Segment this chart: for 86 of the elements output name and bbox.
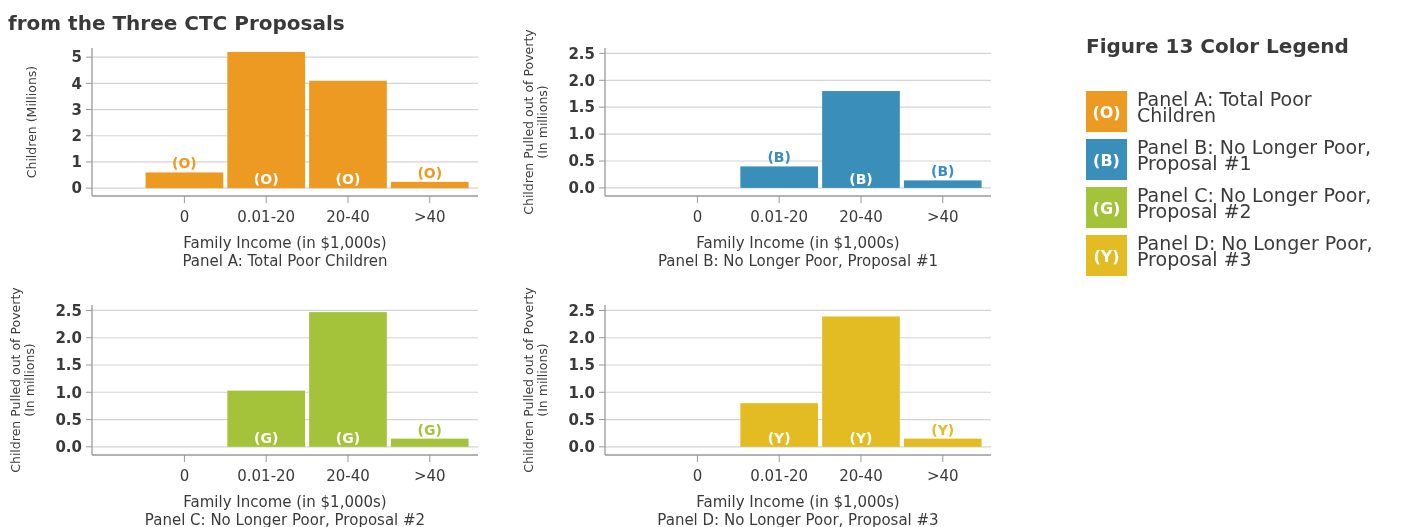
- x-axis-title: Family Income (in $1,000s): [183, 493, 387, 511]
- data-label: (O): [335, 171, 361, 188]
- x-tick-label: 0: [692, 208, 703, 226]
- y-axis-title: Children (Millions): [24, 65, 39, 179]
- x-tick-label: 20-40: [326, 467, 370, 485]
- bar: [903, 438, 982, 447]
- data-label: (G): [335, 429, 361, 446]
- bar: [390, 181, 469, 189]
- x-tick-label: 0.01-20: [237, 467, 296, 485]
- y-tick-label: 3: [71, 100, 82, 119]
- text: Panel A: Total Poor Children: [182, 252, 388, 270]
- x-tick-label: 0.01-20: [237, 208, 296, 226]
- text: Panel B: No Longer Poor, Proposal #1: [657, 252, 939, 270]
- x-axis-title: Family Income (in $1,000s): [696, 493, 900, 511]
- y-tick-label: 2.5: [55, 301, 82, 320]
- y-tick-label: 2.0: [55, 328, 82, 347]
- y-tick-label: 2.0: [568, 328, 595, 347]
- bar: [822, 91, 900, 188]
- text: (B): [1093, 150, 1120, 170]
- x-tick-label: 0: [179, 208, 190, 226]
- bar: [227, 390, 306, 447]
- chart-title: from the Three CTC Proposals: [8, 11, 345, 35]
- x-tick-label: >40: [926, 467, 959, 485]
- y-tick-label: 0.5: [568, 410, 595, 429]
- data-label: (B): [767, 149, 791, 166]
- data-label: (O): [172, 155, 197, 172]
- data-label: (Y): [849, 429, 873, 446]
- x-tick-label: 0.01-20: [750, 208, 809, 226]
- data-label: (Y): [767, 429, 791, 446]
- x-tick-label: 0: [692, 467, 703, 485]
- x-tick-label: >40: [413, 208, 446, 226]
- category-label: Panel D: No Longer Poor, Proposal #3: [1137, 232, 1373, 270]
- y-tick-label: 5: [71, 48, 82, 67]
- bar: [309, 312, 387, 447]
- bar: [145, 172, 224, 189]
- bar: [740, 166, 819, 188]
- y-tick-label: 1.5: [568, 356, 595, 375]
- y-tick-label: 4: [71, 74, 82, 93]
- y-tick-label: 1.5: [55, 356, 82, 375]
- bar: [309, 80, 387, 189]
- x-axis-title: Family Income (in $1,000s): [696, 234, 900, 252]
- bar: [822, 316, 900, 447]
- x-tick-label: 0: [179, 467, 190, 485]
- y-tick-label: 2: [71, 127, 82, 145]
- y-axis-title: Children Pulled out of Poverty (In millions): [521, 286, 550, 473]
- y-tick-label: 1: [71, 153, 82, 172]
- y-tick-label: 1.5: [568, 98, 595, 117]
- y-tick-label: 2.5: [568, 44, 595, 63]
- x-tick-label: >40: [926, 208, 959, 226]
- y-tick-label: 1.0: [568, 125, 595, 144]
- bar: [390, 438, 469, 447]
- data-label: (Y): [931, 421, 955, 438]
- category-label: Panel A: Total Poor Children: [1137, 88, 1312, 126]
- data-label: (O): [253, 171, 279, 188]
- y-tick-label: 0.5: [568, 152, 595, 171]
- y-tick-label: 1.0: [568, 383, 595, 402]
- bar: [227, 51, 306, 189]
- y-axis-title: Children Pulled out of Poverty (In millions): [521, 28, 550, 215]
- category-label: Panel B: No Longer Poor, Proposal #1: [1137, 136, 1372, 174]
- data-label: (B): [931, 163, 955, 180]
- category-label: Panel C: No Longer Poor, Proposal #2: [1137, 184, 1372, 222]
- y-tick-label: 2.5: [568, 301, 595, 320]
- x-tick-label: 20-40: [326, 208, 370, 226]
- data-label: (B): [849, 170, 873, 187]
- x-tick-label: >40: [413, 467, 446, 485]
- y-tick-label: 0.0: [568, 179, 595, 198]
- y-tick-label: 2.0: [568, 71, 595, 90]
- bar: [903, 180, 982, 188]
- y-tick-label: 0: [71, 179, 82, 198]
- y-axis-title: Children Pulled out of Poverty (In millions): [8, 286, 37, 473]
- y-tick-label: 0.0: [568, 438, 595, 457]
- text: Figure 13 Color Legend: [1086, 34, 1349, 58]
- x-tick-label: 20-40: [839, 467, 883, 485]
- bar: [740, 403, 819, 447]
- data-label: (O): [417, 164, 443, 181]
- data-label: (G): [254, 429, 279, 446]
- text: (G): [1092, 198, 1121, 218]
- data-label: (G): [417, 421, 442, 438]
- y-tick-label: 0.5: [55, 410, 82, 429]
- text: (O): [1092, 102, 1121, 122]
- y-tick-label: 0.0: [55, 438, 82, 457]
- x-axis-title: Family Income (in $1,000s): [183, 234, 387, 252]
- y-tick-label: 1.0: [55, 383, 82, 402]
- text: (Y): [1093, 246, 1120, 266]
- x-tick-label: 20-40: [839, 208, 883, 226]
- x-tick-label: 0.01-20: [750, 467, 809, 485]
